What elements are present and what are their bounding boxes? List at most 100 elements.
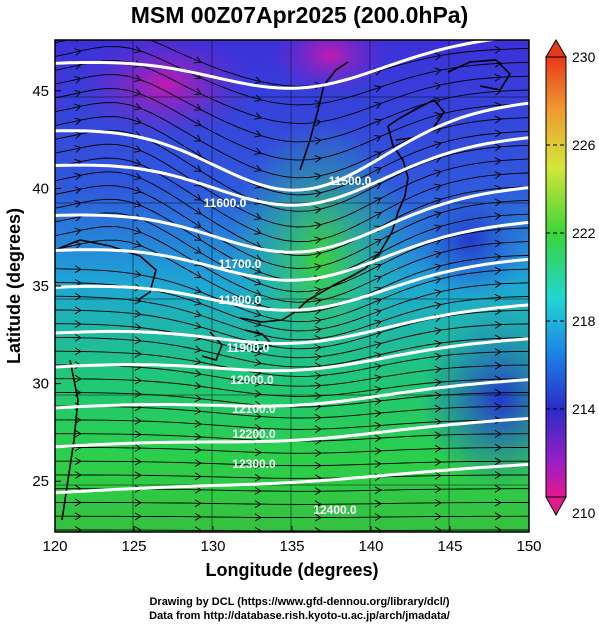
wind-arrow <box>494 471 502 479</box>
wind-arrow <box>434 141 442 149</box>
wind-arrow <box>194 472 202 481</box>
x-axis-title: Longitude (degrees) <box>205 560 378 580</box>
streamline <box>55 268 529 323</box>
streamline <box>55 46 529 106</box>
height-contour <box>55 303 529 345</box>
streamline <box>55 102 529 179</box>
height-contour <box>55 257 529 312</box>
wind-arrow <box>434 378 442 387</box>
wind-arrow <box>374 251 382 259</box>
wind-arrow <box>254 513 262 522</box>
height-contour <box>55 40 501 90</box>
wind-arrow <box>374 374 382 383</box>
height-contour <box>55 378 529 410</box>
wind-arrow <box>314 316 322 325</box>
wind-arrow <box>374 135 382 143</box>
streamline <box>55 529 529 532</box>
wind-arrow <box>134 240 142 248</box>
streamline <box>55 143 529 228</box>
wind-arrow <box>254 112 262 120</box>
wind-arrow <box>314 189 322 198</box>
wind-arrow <box>314 461 322 470</box>
wind-arrow <box>134 226 142 235</box>
wind-arrow <box>494 129 502 138</box>
wind-arrow <box>374 85 382 93</box>
wind-arrow <box>314 527 322 532</box>
contour-label: 11800.0 <box>219 293 262 307</box>
wind-arrow <box>314 381 322 390</box>
wind-arrow <box>314 154 322 163</box>
wind-arrow <box>134 376 142 385</box>
wind-arrow <box>134 349 142 358</box>
wind-arrow <box>254 266 262 274</box>
wind-arrow <box>134 430 142 439</box>
wind-arrow <box>374 167 382 175</box>
height-contour <box>55 186 529 254</box>
wind-arrow <box>74 117 82 126</box>
wind-arrow <box>74 333 82 342</box>
wind-arrow <box>134 117 142 125</box>
wind-arrow <box>434 183 442 191</box>
wind-arrow <box>194 103 202 111</box>
wind-arrow <box>494 430 502 438</box>
wind-arrow <box>494 280 502 289</box>
wind-arrow <box>374 397 382 406</box>
wind-arrow <box>374 409 382 418</box>
wind-arrow <box>254 461 262 469</box>
streamline <box>55 226 529 303</box>
wind-arrow <box>494 157 502 166</box>
wind-arrow <box>134 74 142 83</box>
wind-arrow <box>494 526 502 532</box>
wind-arrow <box>74 241 82 249</box>
streamline <box>55 157 529 243</box>
wind-arrow <box>434 52 442 61</box>
wind-arrow <box>74 306 82 315</box>
wind-arrow <box>74 429 82 438</box>
contour-label: 11600.0 <box>204 196 247 210</box>
wind-arrow <box>434 289 442 297</box>
height-contour <box>55 416 529 449</box>
wind-arrow <box>494 498 502 507</box>
wind-arrow <box>374 385 382 394</box>
wind-arrow <box>194 233 202 241</box>
wind-arrow <box>194 246 202 254</box>
wind-arrow <box>194 445 202 454</box>
wind-arrow <box>314 221 322 230</box>
wind-arrow <box>434 97 442 105</box>
wind-arrow <box>434 471 442 480</box>
wind-arrow <box>194 432 202 441</box>
streamline <box>55 88 529 161</box>
wind-arrow <box>434 458 442 467</box>
wind-arrow <box>134 186 142 194</box>
wind-arrow <box>314 344 322 352</box>
y-tick-label: 40 <box>32 180 49 197</box>
wind-arrow <box>254 319 262 328</box>
wind-arrow <box>134 200 142 208</box>
wind-arrow <box>194 119 202 127</box>
streamline <box>55 309 529 350</box>
wind-arrow <box>434 111 442 120</box>
streamline <box>55 515 529 519</box>
wind-arrow <box>74 103 82 112</box>
wind-arrow <box>254 212 262 221</box>
wind-arrow <box>374 298 382 306</box>
wind-arrow <box>374 263 382 271</box>
wind-arrow <box>194 258 202 266</box>
wind-arrow <box>194 459 202 467</box>
colorbar-label: 230 <box>572 49 596 65</box>
contour-labels: 11600.0 11500.0 11700.0 11800.0 11900.0 12000… <box>204 174 372 517</box>
wind-arrow <box>194 526 202 532</box>
wind-arrow <box>254 130 262 138</box>
wind-arrow <box>194 369 202 378</box>
contour-label: 11900.0 <box>227 341 270 355</box>
wind-arrow <box>374 352 382 360</box>
wind-arrow <box>434 82 442 90</box>
wind-arrow <box>434 211 442 219</box>
wind-arrow <box>314 172 322 181</box>
wind-arrow <box>254 94 262 102</box>
wind-arrow <box>434 67 442 76</box>
wind-arrow <box>74 292 82 301</box>
wind-arrow <box>194 394 202 403</box>
wind-arrow <box>374 308 382 317</box>
wind-arrow <box>194 309 202 318</box>
